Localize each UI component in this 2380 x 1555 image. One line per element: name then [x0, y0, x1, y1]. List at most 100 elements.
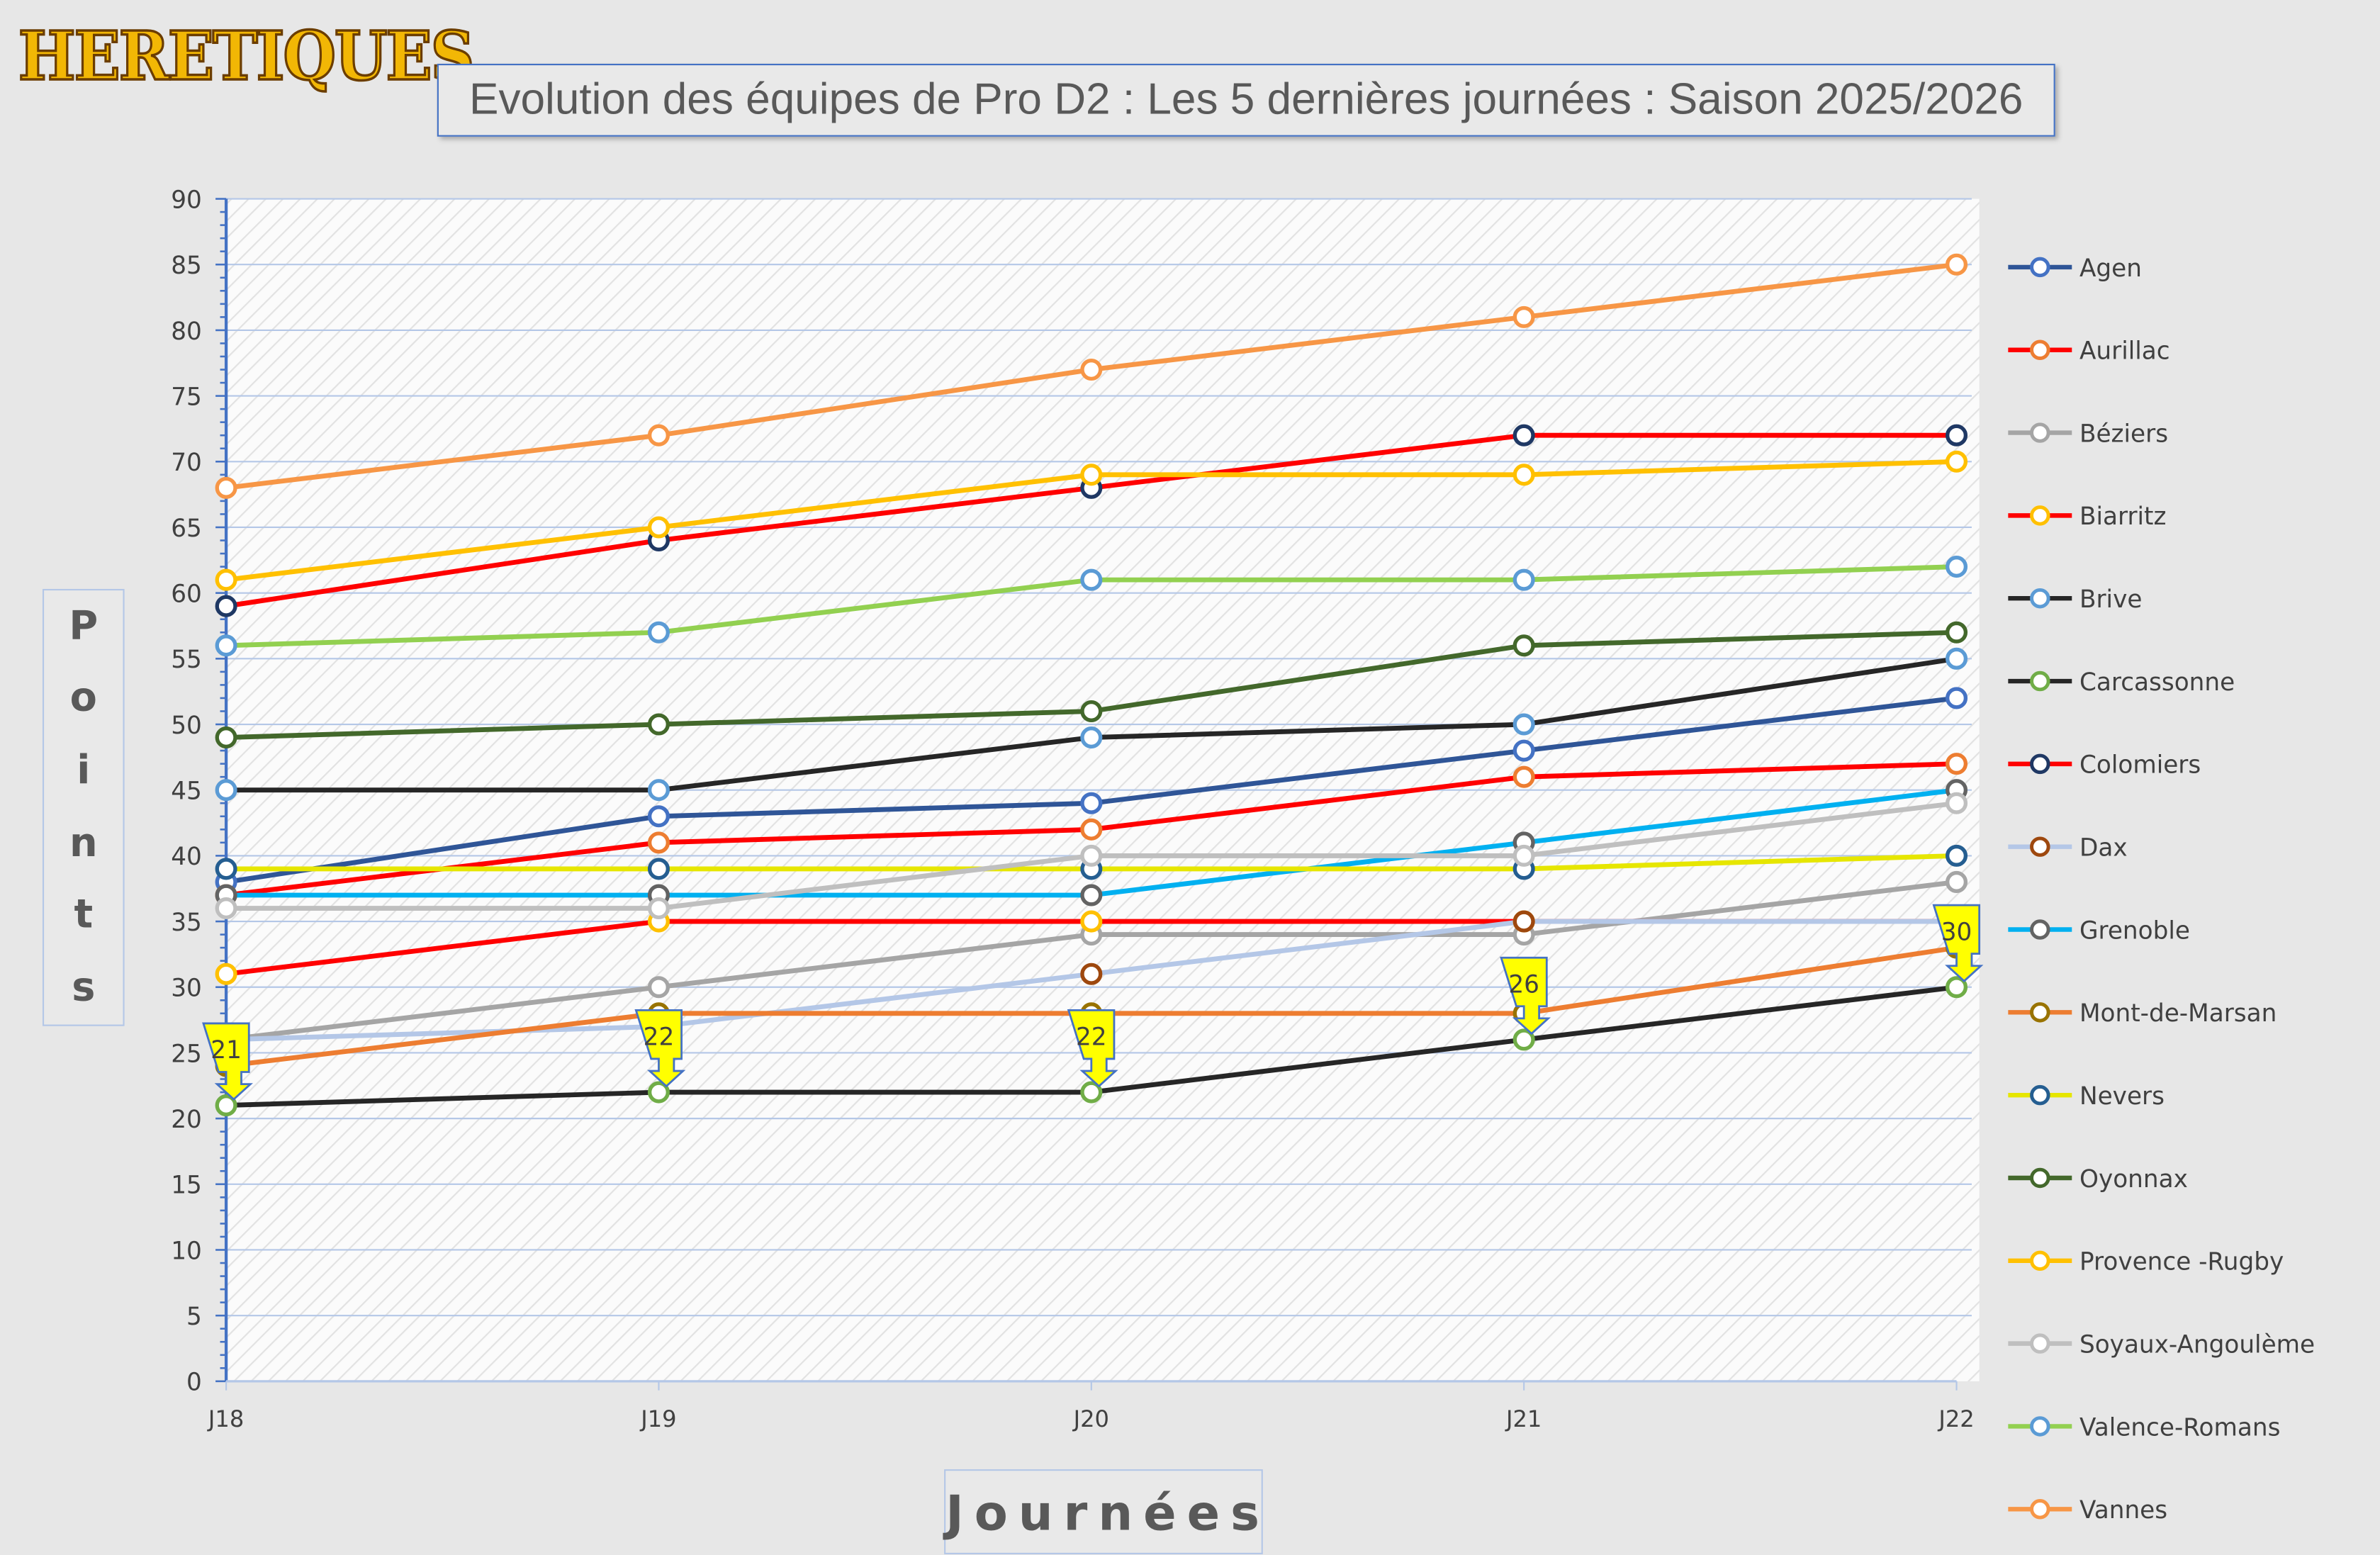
data-callout — [1932, 904, 1984, 983]
data-point-nevers — [215, 858, 237, 880]
data-point-provence-rugby — [1945, 450, 1968, 473]
x-tick-label: J22 — [1937, 1405, 1974, 1432]
data-point-brive — [215, 779, 237, 802]
legend-label-valence-romans: Valence-Romans — [2079, 1413, 2280, 1442]
y-tick-label: 10 — [171, 1237, 202, 1265]
y-tick-label: 15 — [171, 1172, 202, 1200]
data-point-vannes — [647, 424, 670, 447]
y-tick-label: 0 — [186, 1369, 202, 1397]
legend-label-aurillac: Aurillac — [2079, 337, 2170, 366]
x-axis-label: Journées — [944, 1469, 1263, 1554]
data-point-provence-rugby — [1080, 464, 1103, 486]
legend-label-carcassonne: Carcassonne — [2079, 668, 2235, 697]
legend-marker-dax — [2030, 836, 2050, 857]
data-point-dax — [1080, 962, 1103, 985]
heretiques-logo: HERETIQUES — [17, 16, 476, 97]
data-point-soyaux-angoul-me — [1080, 844, 1103, 867]
data-point-aurillac — [1080, 818, 1103, 841]
legend-label-soyaux-angoul-me: Soyaux-Angoulème — [2079, 1330, 2315, 1359]
chart-title: Evolution des équipes de Pro D2 : Les 5 … — [437, 63, 2055, 137]
y-tick-label: 80 — [171, 318, 202, 346]
data-point-brive — [1080, 726, 1103, 749]
y-tick-label: 40 — [171, 843, 202, 871]
data-callout — [1500, 956, 1551, 1035]
legend-marker-soyaux-angoul-me — [2030, 1333, 2050, 1354]
legend-label-agen: Agen — [2079, 254, 2142, 283]
data-point-provence-rugby — [215, 568, 237, 591]
legend-marker-carcassonne — [2030, 670, 2050, 692]
data-point-b-ziers — [647, 976, 670, 999]
data-callout — [202, 1022, 253, 1101]
data-point-provence-rugby — [647, 516, 670, 539]
data-point-valence-romans — [1512, 568, 1535, 591]
data-point-oyonnax — [1080, 700, 1103, 723]
data-point-b-ziers — [1945, 870, 1968, 893]
data-point-vannes — [1080, 359, 1103, 381]
data-point-vannes — [1512, 305, 1535, 328]
data-point-carcassonne — [1512, 1028, 1535, 1051]
y-axis-label-letter: t — [74, 893, 94, 939]
legend-marker-grenoble — [2030, 919, 2050, 940]
data-point-colomiers — [1945, 424, 1968, 447]
y-axis-label-letter: P — [69, 603, 99, 650]
data-point-valence-romans — [1080, 568, 1103, 591]
data-point-valence-romans — [647, 621, 670, 644]
data-point-brive — [1945, 647, 1968, 670]
data-point-agen — [647, 805, 670, 828]
legend-marker-oyonnax — [2030, 1167, 2050, 1189]
legend-marker-mont-de-marsan — [2030, 1002, 2050, 1023]
legend-label-provence-rugby: Provence -Rugby — [2079, 1248, 2284, 1276]
y-tick-label: 45 — [171, 778, 202, 806]
data-point-vannes — [215, 476, 237, 499]
y-tick-label: 70 — [171, 449, 202, 477]
data-point-soyaux-angoul-me — [1512, 844, 1535, 867]
data-point-biarritz — [1080, 910, 1103, 933]
y-tick-label: 60 — [171, 580, 202, 609]
y-tick-label: 5 — [186, 1303, 202, 1331]
data-point-carcassonne — [215, 1094, 237, 1117]
y-tick-label: 55 — [171, 646, 202, 674]
legend-marker-nevers — [2030, 1084, 2050, 1106]
data-point-aurillac — [1945, 753, 1968, 775]
data-callout-label: 22 — [1076, 1023, 1107, 1052]
data-point-brive — [647, 779, 670, 802]
data-callout-label: 21 — [211, 1036, 242, 1065]
legend-marker-vannes — [2030, 1499, 2050, 1520]
data-callout-label: 26 — [1508, 971, 1539, 999]
data-point-carcassonne — [1080, 1081, 1103, 1104]
legend-label-brive: Brive — [2079, 585, 2142, 614]
data-point-dax — [1512, 910, 1535, 933]
data-point-valence-romans — [215, 634, 237, 657]
y-tick-label: 50 — [171, 712, 202, 740]
data-point-oyonnax — [647, 713, 670, 736]
data-point-aurillac — [1512, 765, 1535, 788]
y-tick-label: 85 — [171, 252, 202, 280]
y-tick-label: 35 — [171, 909, 202, 937]
legend-marker-b-ziers — [2030, 422, 2050, 443]
legend-marker-provence-rugby — [2030, 1250, 2050, 1271]
data-point-nevers — [1945, 844, 1968, 867]
data-point-agen — [1080, 792, 1103, 814]
data-point-biarritz — [215, 962, 237, 985]
data-point-soyaux-angoul-me — [1945, 792, 1968, 814]
legend-marker-biarritz — [2030, 505, 2050, 526]
data-callout-label: 30 — [1941, 918, 1972, 946]
legend-marker-brive — [2030, 588, 2050, 609]
y-tick-label: 20 — [171, 1106, 202, 1134]
legend-marker-aurillac — [2030, 339, 2050, 360]
data-point-provence-rugby — [1512, 464, 1535, 486]
data-callout — [634, 1009, 686, 1088]
y-tick-label: 65 — [171, 515, 202, 543]
data-point-soyaux-angoul-me — [215, 897, 237, 920]
data-point-oyonnax — [1512, 634, 1535, 657]
legend-marker-colomiers — [2030, 753, 2050, 775]
data-point-agen — [1512, 739, 1535, 762]
data-point-brive — [1512, 713, 1535, 736]
data-point-soyaux-angoul-me — [647, 897, 670, 920]
y-tick-label: 90 — [171, 186, 202, 214]
y-axis-label-letter: s — [72, 965, 96, 1011]
data-point-colomiers — [215, 595, 237, 617]
legend-label-dax: Dax — [2079, 834, 2128, 863]
